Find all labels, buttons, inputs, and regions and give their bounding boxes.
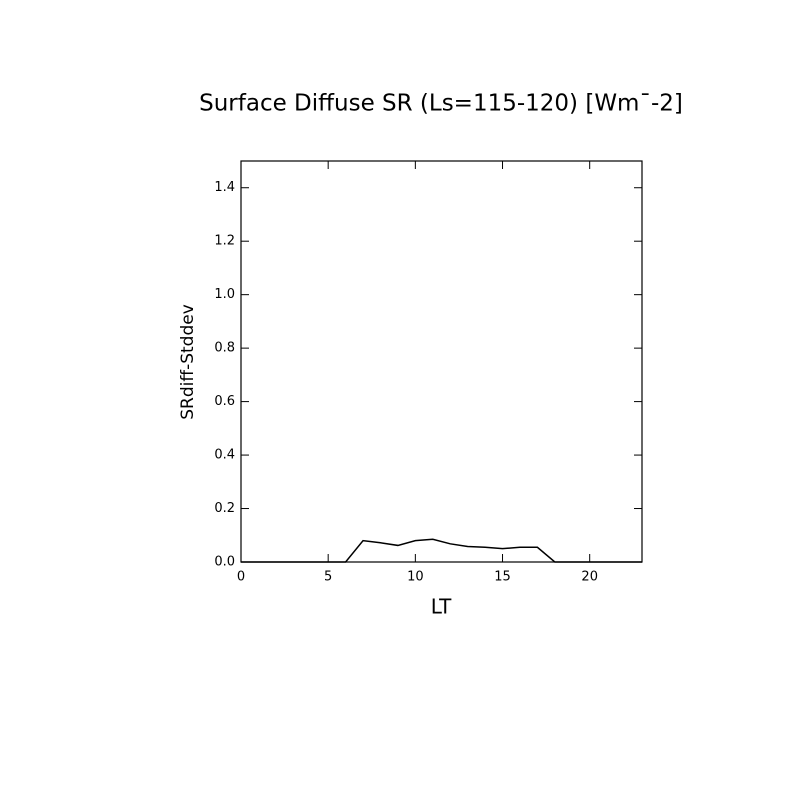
x-tick-label: 5 [324,570,332,585]
y-tick-label: 1.2 [214,234,235,249]
x-tick-label: 10 [407,570,424,585]
y-tick-label: 1.0 [214,287,235,302]
y-tick-label: 0.6 [214,394,235,409]
y-tick-label: 0.8 [214,341,235,356]
x-axis-label: LT [431,595,452,619]
x-tick-label: 20 [581,570,598,585]
data-line [241,538,642,563]
y-tick-label: 1.4 [214,180,235,195]
chart-title: Surface Diffuse SR (Ls=115-120) [Wm¯-2] [199,91,683,117]
y-tick-label: 0.4 [214,448,235,463]
y-axis-label: SRdiff-Stddev [178,304,198,420]
plot-frame [240,160,643,563]
x-tick-label: 15 [494,570,511,585]
y-tick-label: 0.0 [214,555,235,570]
x-tick-label: 0 [237,570,245,585]
y-tick-label: 0.2 [214,501,235,516]
